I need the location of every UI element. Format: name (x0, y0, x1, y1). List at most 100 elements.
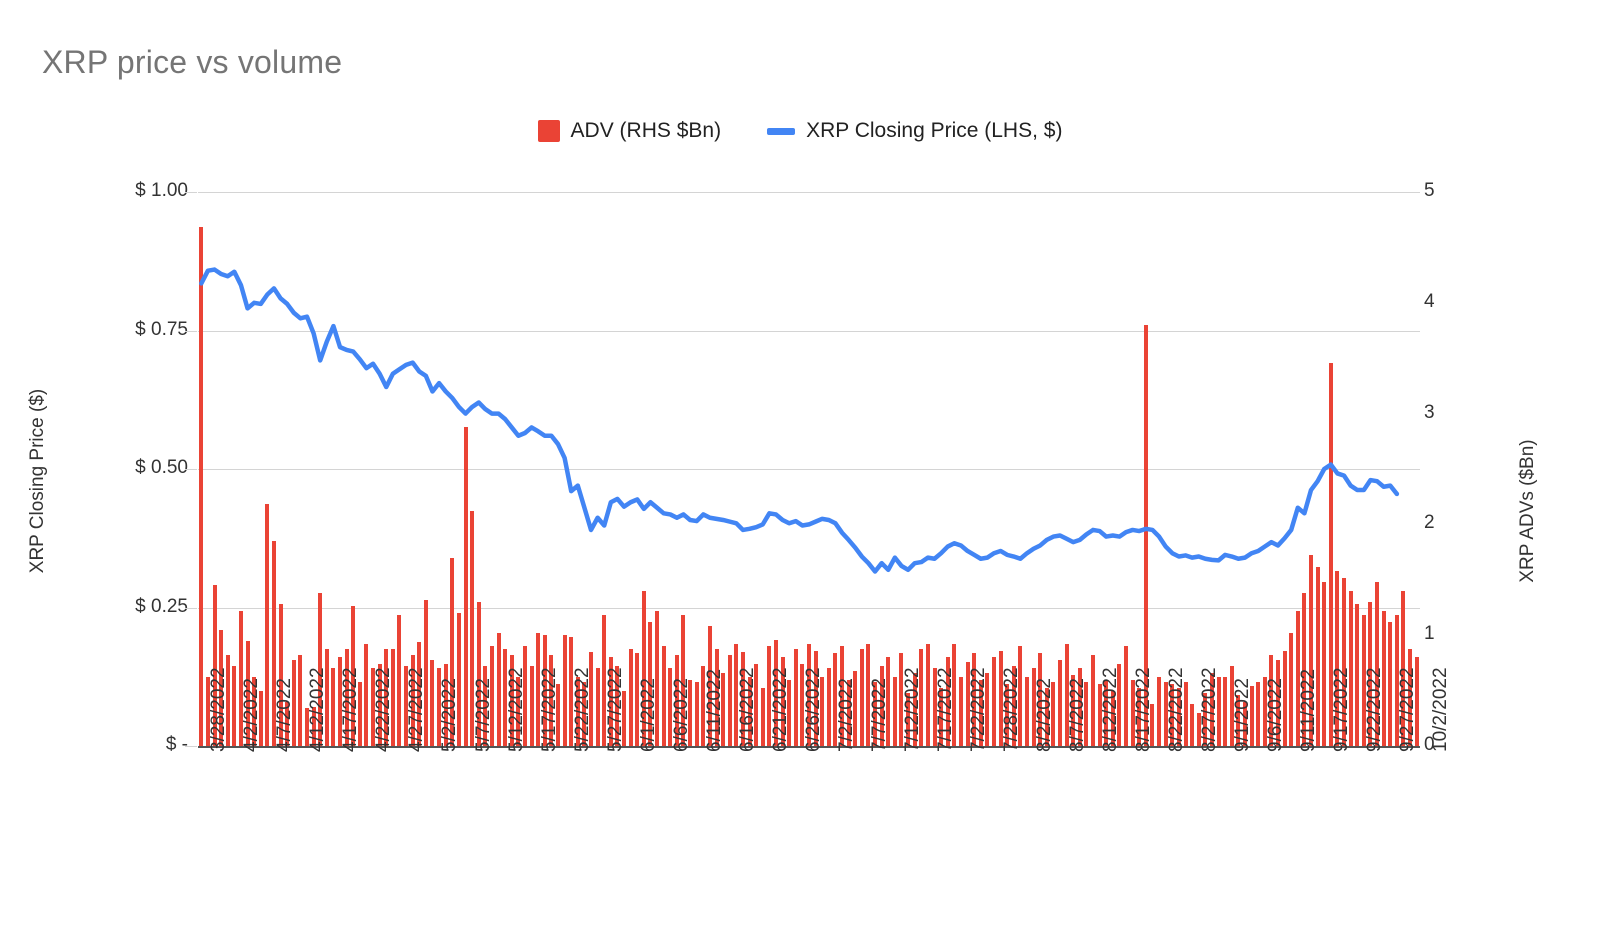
bar (430, 659, 435, 746)
x-axis-tick-label: 4/17/2022 (340, 667, 362, 752)
legend-label-price: XRP Closing Price (LHS, $) (806, 119, 1063, 142)
bar (285, 701, 290, 746)
bar (793, 648, 798, 746)
bar (919, 648, 924, 746)
bar (344, 648, 349, 746)
x-axis-tick-label: 5/2/2022 (439, 678, 461, 752)
bar (1084, 681, 1089, 746)
bar (371, 668, 376, 746)
bar (754, 664, 759, 746)
bar (456, 613, 461, 746)
bar (1051, 681, 1056, 746)
bar (1203, 692, 1208, 746)
bar (1335, 570, 1340, 746)
bar (892, 677, 897, 746)
bar (1124, 646, 1129, 746)
bar (397, 615, 402, 746)
x-axis-tick-label: 8/12/2022 (1100, 667, 1122, 752)
bar (991, 657, 996, 746)
right-axis-tick-label: 2 (1424, 512, 1435, 534)
bar (1058, 659, 1062, 746)
x-axis-tick-label: 9/22/2022 (1364, 667, 1386, 752)
bar (1295, 610, 1300, 746)
bar (866, 644, 871, 746)
legend-item-adv[interactable]: ADV (RHS $Bn) (537, 119, 722, 143)
bar (338, 657, 343, 746)
right-axis-tick-label: 4 (1424, 290, 1435, 312)
bar (1342, 577, 1347, 746)
legend-label-adv: ADV (RHS $Bn) (570, 119, 722, 142)
bar (1309, 555, 1313, 746)
x-axis-tick-label: 4/22/2022 (373, 667, 395, 752)
bar (985, 672, 990, 746)
x-axis-tick-label: 8/7/2022 (1067, 678, 1088, 752)
bar (1190, 703, 1195, 746)
bar (780, 657, 785, 746)
bar (899, 652, 904, 746)
bar (205, 677, 210, 746)
bar (443, 664, 448, 746)
right-axis-tick-label: 0 (1424, 734, 1435, 755)
bar-series-adv (198, 192, 1420, 746)
bar (833, 652, 838, 746)
x-axis-tick-label: 6/16/2022 (736, 667, 758, 752)
bar (304, 708, 309, 746)
bar (1236, 695, 1241, 746)
bar (734, 644, 739, 746)
bar (1018, 646, 1023, 746)
x-axis-tick-label: 7/28/2022 (1000, 667, 1022, 752)
bar (575, 677, 580, 746)
left-axis-tick-label: $ 0.50 (135, 457, 188, 478)
bar (674, 655, 679, 746)
bar (628, 648, 633, 746)
x-axis-tick-label: 5/17/2022 (538, 667, 560, 752)
bar (1302, 593, 1307, 746)
bar (595, 668, 600, 746)
chart-legend: ADV (RHS $Bn) XRP Closing Price (LHS, $) (0, 119, 1600, 143)
right-axis-tick-label: 1 (1424, 623, 1435, 645)
x-axis-tick-label: 4/2/2022 (241, 678, 263, 752)
bar (1401, 590, 1406, 746)
bar (357, 681, 362, 746)
bar (298, 655, 303, 746)
bar (668, 668, 673, 746)
bar (602, 615, 607, 746)
legend-item-price[interactable]: XRP Closing Price (LHS, $) (767, 119, 1062, 143)
bar (1038, 652, 1043, 746)
bar (252, 677, 257, 746)
bar (1011, 666, 1016, 746)
bar (1071, 675, 1076, 746)
bar (437, 668, 442, 746)
bar (549, 655, 554, 746)
bar (853, 670, 858, 746)
bar (998, 650, 1003, 746)
bar (846, 679, 851, 746)
bar (364, 644, 369, 746)
bar (569, 637, 574, 746)
bar (331, 668, 336, 746)
bar (694, 681, 699, 746)
bar (1315, 566, 1320, 746)
bar (404, 666, 409, 746)
bar (1322, 582, 1327, 746)
bar (1355, 604, 1360, 746)
bar (1005, 683, 1010, 746)
right-axis-title: XRP ADVs ($Bn) (1517, 439, 1538, 583)
bar (470, 511, 475, 746)
bar (1170, 683, 1175, 746)
bar (245, 640, 250, 746)
x-axis-tick-label: 7/12/2022 (901, 667, 923, 752)
bar (1044, 688, 1049, 746)
x-axis-tick-label: 8/17/2022 (1133, 667, 1155, 752)
left-axis-tick-label: $ - (165, 734, 188, 755)
bar (509, 655, 514, 746)
x-axis-tick-label: 5/12/2022 (505, 667, 527, 752)
bar (655, 610, 660, 746)
bar (688, 679, 693, 746)
bar (1256, 681, 1261, 746)
bar (661, 646, 666, 746)
x-axis-tick-label: 4/27/2022 (406, 667, 428, 752)
bar (1229, 666, 1234, 746)
bar (1097, 683, 1102, 746)
bar (965, 661, 970, 746)
